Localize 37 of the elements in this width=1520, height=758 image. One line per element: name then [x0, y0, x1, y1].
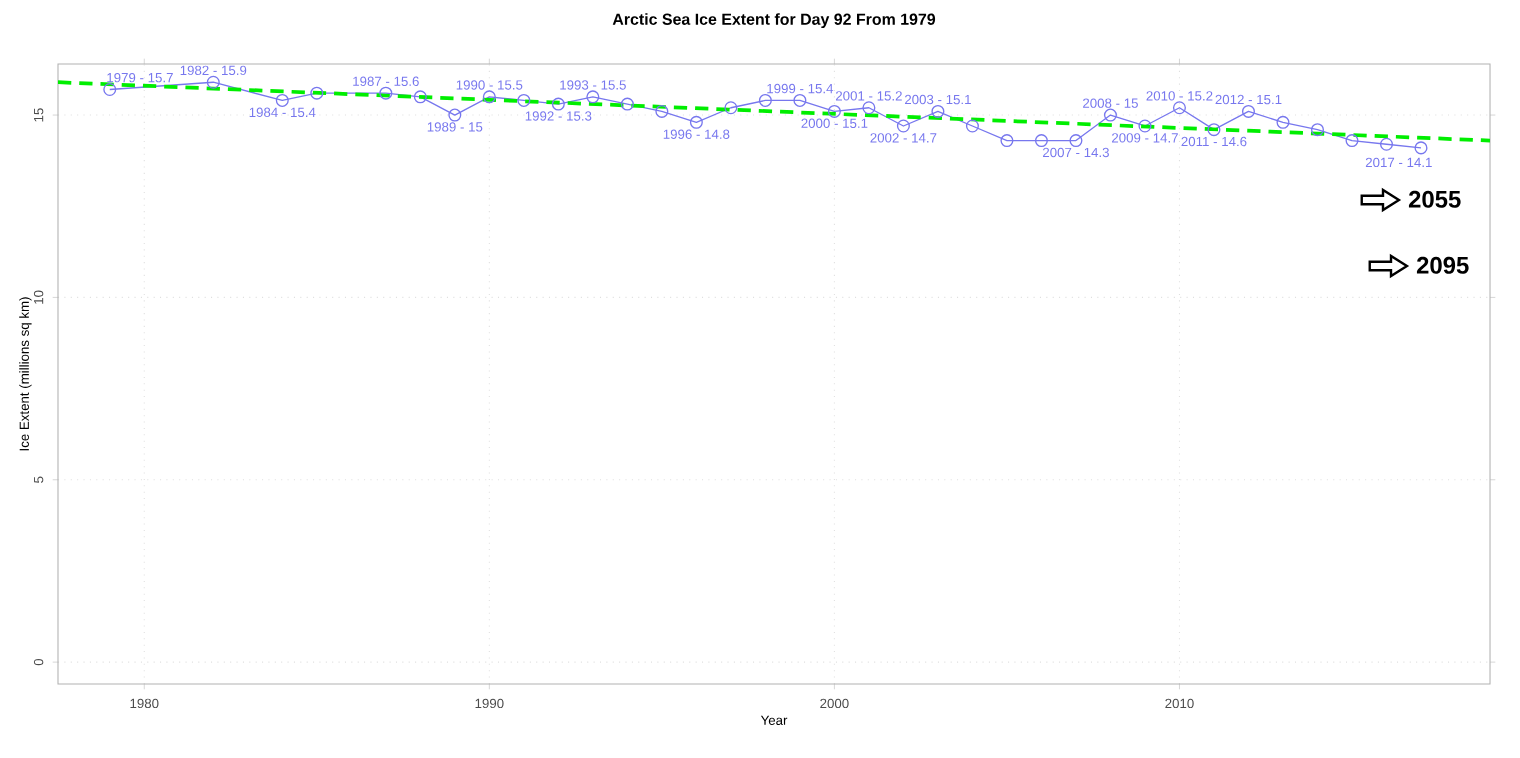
- point: [827, 104, 841, 118]
- point: [896, 119, 910, 133]
- point: [724, 101, 738, 115]
- point: [1241, 104, 1255, 118]
- point: [310, 86, 324, 100]
- point: [862, 101, 876, 115]
- point: [1310, 123, 1324, 137]
- point: [1034, 134, 1048, 148]
- point: [275, 93, 289, 107]
- point: [413, 90, 427, 104]
- point: [379, 86, 393, 100]
- point: [1172, 101, 1186, 115]
- point: [103, 83, 117, 97]
- point: [1345, 134, 1359, 148]
- point: [689, 115, 703, 129]
- point: [1069, 134, 1083, 148]
- point: [206, 75, 220, 89]
- point: [965, 119, 979, 133]
- point: [620, 97, 634, 111]
- point: [758, 93, 772, 107]
- point: [655, 104, 669, 118]
- point: [1138, 119, 1152, 133]
- point: [517, 93, 531, 107]
- point: [448, 108, 462, 122]
- point: [551, 97, 565, 111]
- point: [482, 90, 496, 104]
- annotation: 2055: [1408, 190, 1461, 208]
- point: [1000, 134, 1014, 148]
- point: [793, 93, 807, 107]
- point: [586, 90, 600, 104]
- point: [1414, 141, 1428, 155]
- point: [1207, 123, 1221, 137]
- annotation: 2095: [1416, 256, 1469, 274]
- point: [1103, 108, 1117, 122]
- point: [1276, 115, 1290, 129]
- point: [1379, 137, 1394, 151]
- point: [931, 104, 945, 118]
